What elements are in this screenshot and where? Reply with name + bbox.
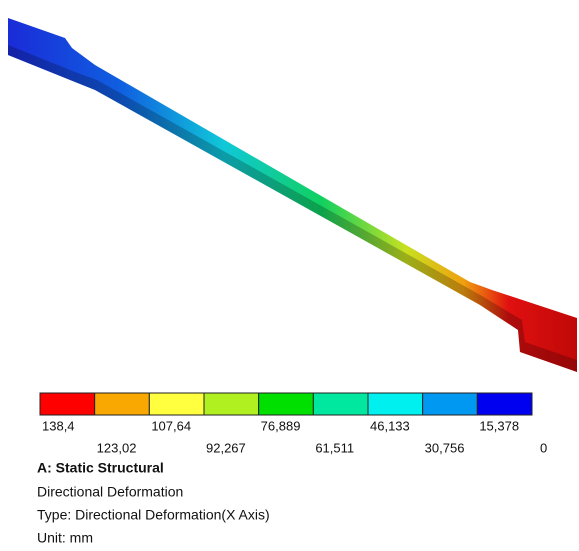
legend: 138,4 123,02 107,64 92,267 76,889 61,511 46,13… [40,393,547,455]
specimen-side [8,45,577,372]
info-title: A: Static Structural [37,460,164,476]
legend-label: 15,378 [479,418,519,433]
legend-label: 76,889 [261,418,301,433]
specimen [8,18,577,372]
legend-swatch [368,393,423,415]
legend-label: 61,511 [315,440,354,455]
legend-swatch [204,393,259,415]
legend-label: 138,4 [42,418,75,433]
legend-label: 92,267 [206,440,246,455]
legend-swatch [477,393,532,415]
legend-label: 107,64 [151,418,191,433]
legend-label: 30,756 [425,440,465,455]
legend-swatch [149,393,204,415]
legend-swatch [95,393,150,415]
result-view: 138,4 123,02 107,64 92,267 76,889 61,511 46,13… [0,0,579,546]
info-line: Directional Deformation [37,484,183,500]
legend-swatch [259,393,314,415]
info-line: Type: Directional Deformation(X Axis) [37,507,270,523]
legend-label: 46,133 [370,418,410,433]
page: 138,4 123,02 107,64 92,267 76,889 61,511 46,13… [0,0,579,546]
info-line: Unit: mm [37,530,93,546]
legend-swatch [423,393,478,415]
info: A: Static Structural Directional Deforma… [37,460,270,546]
legend-label: 123,02 [97,440,137,455]
legend-label: 0 [540,440,547,455]
legend-swatch [40,393,95,415]
legend-swatch [313,393,368,415]
